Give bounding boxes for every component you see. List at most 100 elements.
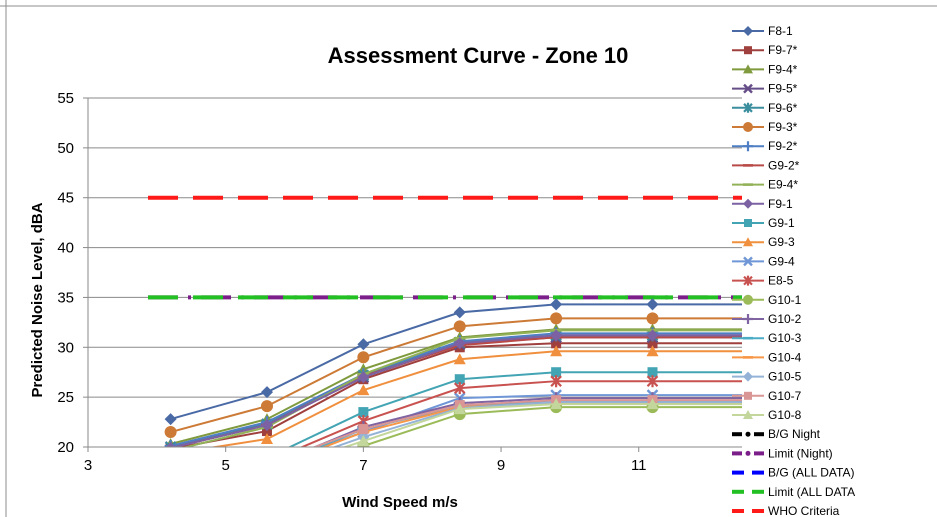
legend-marker-6 — [743, 141, 753, 152]
legend-item-22: Limit (Night) — [732, 446, 833, 460]
legend-marker-14 — [743, 294, 753, 305]
legend-item-18: G10-5 — [732, 370, 802, 384]
x-tick-label-5: 5 — [222, 457, 230, 474]
legend-label-14: G10-1 — [768, 293, 802, 307]
point-G10-8-4 — [550, 398, 563, 410]
point-E8-5-3 — [453, 382, 466, 395]
series-F9-3* — [164, 312, 742, 439]
legend-marker-18 — [743, 371, 753, 382]
legend-item-0: F8-1 — [732, 24, 793, 38]
legend-item-17: G10-4 — [732, 350, 802, 364]
point-F8-1-2 — [357, 338, 370, 351]
y-tick-label-40: 40 — [57, 240, 74, 257]
point-F8-1-4 — [550, 298, 563, 311]
point-F9-1-2 — [357, 371, 370, 384]
point-F9-1-1 — [260, 419, 273, 432]
legend-marker-9 — [743, 198, 753, 209]
y-tick-label-20: 20 — [57, 439, 74, 456]
point-G9-3-4 — [550, 345, 563, 357]
legend-item-10: G9-1 — [732, 216, 795, 230]
legend-label-3: F9-5* — [768, 82, 798, 96]
series-F9-1 — [165, 329, 742, 447]
legend-label-16: G10-3 — [768, 331, 802, 345]
point-F8-1-1 — [260, 386, 273, 399]
y-tick-label-45: 45 — [57, 190, 74, 207]
y-tick-label-25: 25 — [57, 389, 74, 406]
legend-label-25: WHO Criteria — [768, 504, 840, 517]
legend-label-8: E9-4* — [768, 178, 798, 192]
point-G9-3-5 — [646, 345, 659, 357]
point-F8-1-0 — [164, 413, 177, 426]
x-tick-label-7: 7 — [359, 457, 367, 474]
point-G9-3-3 — [453, 353, 466, 365]
point-F9-1-3 — [453, 337, 466, 350]
legend-marker-19 — [744, 391, 752, 400]
legend-item-13: E8-5 — [732, 274, 794, 288]
legend-item-9: F9-1 — [732, 197, 793, 211]
legend-label-22: Limit (Night) — [768, 446, 833, 460]
reference-lines — [148, 195, 742, 300]
legend-marker-4 — [743, 102, 753, 113]
legend-marker-2 — [743, 64, 753, 74]
legend-marker-5 — [743, 122, 753, 132]
point-G9-1-4 — [551, 367, 562, 378]
y-tick-label-35: 35 — [57, 289, 74, 306]
point-F9-1-5 — [646, 329, 659, 342]
legend-label-9: F9-1 — [768, 197, 793, 211]
legend-label-12: G9-4 — [768, 254, 795, 268]
legend-item-1: F9-7* — [732, 43, 798, 57]
point-G9-3-2 — [357, 384, 370, 396]
legend-marker-21 — [745, 431, 751, 437]
point-F8-1-3 — [453, 306, 466, 319]
legend-item-20: G10-8 — [732, 408, 802, 422]
legend-item-8: E9-4* — [732, 178, 798, 192]
legend-label-24: Limit (ALL DATA — [768, 485, 855, 499]
legend-marker-12 — [743, 256, 753, 267]
legend-label-0: F8-1 — [768, 24, 793, 38]
legend-item-3: F9-5* — [732, 82, 798, 96]
point-F8-1-5 — [646, 298, 659, 311]
point-G10-8-2 — [357, 435, 370, 447]
point-F9-1-0 — [165, 441, 176, 447]
series-G9-1 — [287, 367, 742, 447]
y-tick-label-55: 55 — [57, 90, 74, 107]
series-F8-1 — [164, 298, 742, 426]
legend-marker-13 — [743, 275, 753, 286]
legend-marker-11 — [743, 237, 753, 247]
legend-label-18: G10-5 — [768, 370, 802, 384]
x-tick-label-3: 3 — [84, 457, 92, 474]
legend-item-6: F9-2* — [732, 139, 798, 153]
point-F9-3*-3 — [453, 320, 466, 333]
point-F9-3*-4 — [550, 312, 563, 325]
legend-label-7: G9-2* — [768, 158, 800, 172]
legend-marker-22 — [745, 450, 751, 456]
legend: F8-1 F9-7* F9-4* F9-5* F9-6* F9-3* F9-2* G9-2* E… — [732, 24, 855, 517]
legend-marker-15 — [743, 314, 753, 324]
legend-label-10: G9-1 — [768, 216, 795, 230]
legend-item-24: Limit (ALL DATA — [732, 485, 855, 499]
legend-label-19: G10-7 — [768, 389, 802, 403]
legend-marker-10 — [744, 219, 752, 227]
legend-item-4: F9-6* — [732, 101, 798, 115]
point-G10-8-3 — [453, 403, 466, 415]
legend-label-15: G10-2 — [768, 312, 802, 326]
point-F9-3*-2 — [357, 351, 370, 364]
point-F9-3*-0 — [164, 426, 177, 439]
legend-label-1: F9-7* — [768, 43, 798, 57]
y-tick-label-50: 50 — [57, 140, 74, 157]
legend-item-14: G10-1 — [732, 293, 802, 307]
legend-label-17: G10-4 — [768, 350, 802, 364]
legend-label-11: G9-3 — [768, 235, 795, 249]
legend-item-11: G9-3 — [732, 235, 795, 249]
legend-item-5: F9-3* — [732, 120, 798, 134]
point-G10-7-2 — [358, 424, 369, 435]
point-G9-3-1 — [260, 433, 273, 445]
x-axis-title: Wind Speed m/s — [342, 494, 458, 511]
legend-label-6: F9-2* — [768, 139, 798, 153]
legend-marker-0 — [743, 26, 753, 36]
point-F9-7*-5 — [647, 338, 658, 349]
